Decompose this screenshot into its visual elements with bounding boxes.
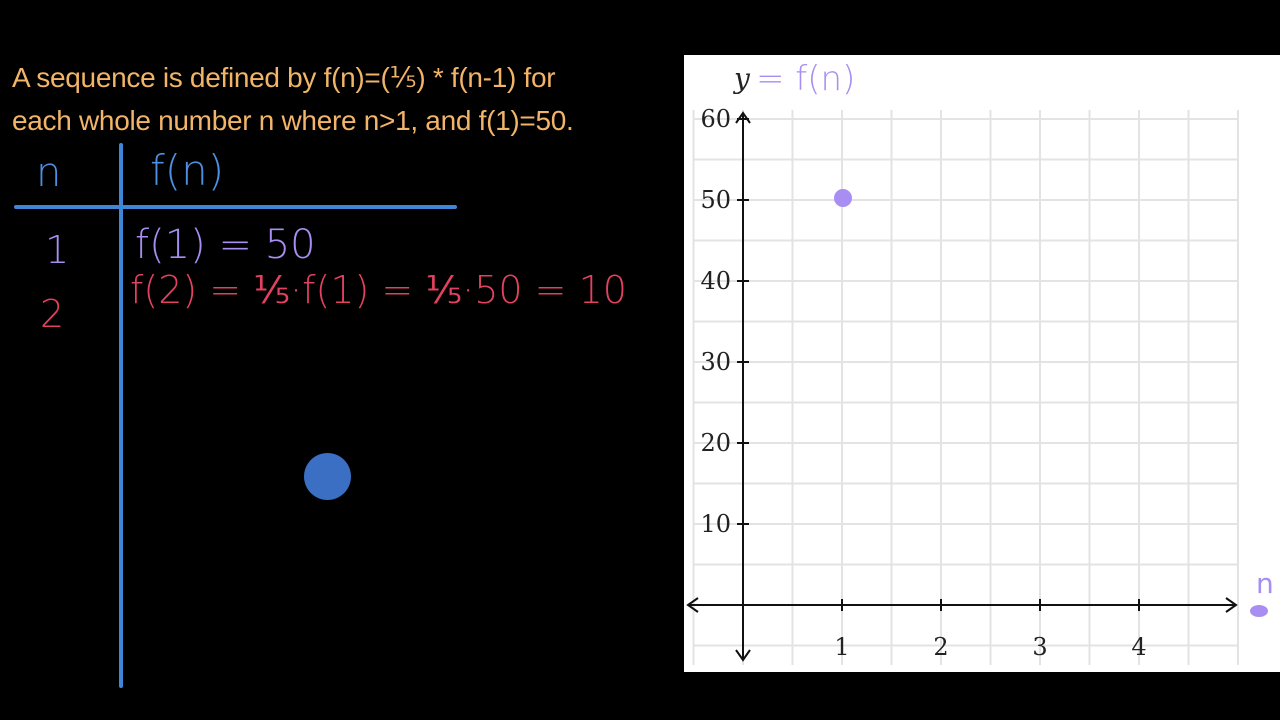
x-axis-ink-mark xyxy=(1250,605,1268,617)
problem-line-2: each whole number n where n>1, and f(1)=… xyxy=(12,105,574,136)
x-tick-label: 3 xyxy=(1032,633,1047,661)
table-row-2-expr: f(2) = ⅕·f(1) = ⅕·50 = 10 xyxy=(130,268,627,312)
table-row-2-n: 2 xyxy=(40,292,65,336)
y-tick-label: 20 xyxy=(700,429,731,457)
data-point xyxy=(834,189,852,207)
x-axis-label: n xyxy=(1256,567,1274,600)
y-tick-label: 30 xyxy=(700,348,731,376)
y-axis-label-handwritten: = f(n) xyxy=(756,59,855,99)
y-tick-label: 50 xyxy=(700,186,731,214)
x-axis-right-arrow xyxy=(1225,597,1238,613)
table-header-n: n xyxy=(36,150,62,196)
y-tick-label: 10 xyxy=(700,510,731,538)
table-row-1-n: 1 xyxy=(45,228,70,272)
x-axis-left-arrow xyxy=(686,597,699,613)
pen-cursor xyxy=(304,453,351,500)
problem-statement: A sequence is defined by f(n)=(⅕) * f(n-… xyxy=(12,56,574,142)
y-tick-label: 60 xyxy=(700,105,731,133)
table-row-1-expr: f(1) = 50 xyxy=(135,222,316,268)
graph-panel: 1 2 3 4 10 20 30 40 50 60 y = f(n) n xyxy=(684,55,1280,672)
y-axis-label: y xyxy=(732,62,751,95)
y-tick-label: 40 xyxy=(700,267,731,295)
y-axis-down-arrow xyxy=(735,649,751,662)
table-horizontal-divider xyxy=(14,205,457,209)
x-tick-label: 1 xyxy=(834,633,849,661)
table-vertical-divider xyxy=(119,143,123,688)
table-header-fn: f(n) xyxy=(150,146,225,195)
graph: 1 2 3 4 10 20 30 40 50 60y = f(n) n xyxy=(686,59,1274,665)
x-tick-label: 4 xyxy=(1131,633,1146,661)
problem-line-1: A sequence is defined by f(n)=(⅕) * f(n-… xyxy=(12,62,556,93)
x-tick-label: 2 xyxy=(933,633,948,661)
